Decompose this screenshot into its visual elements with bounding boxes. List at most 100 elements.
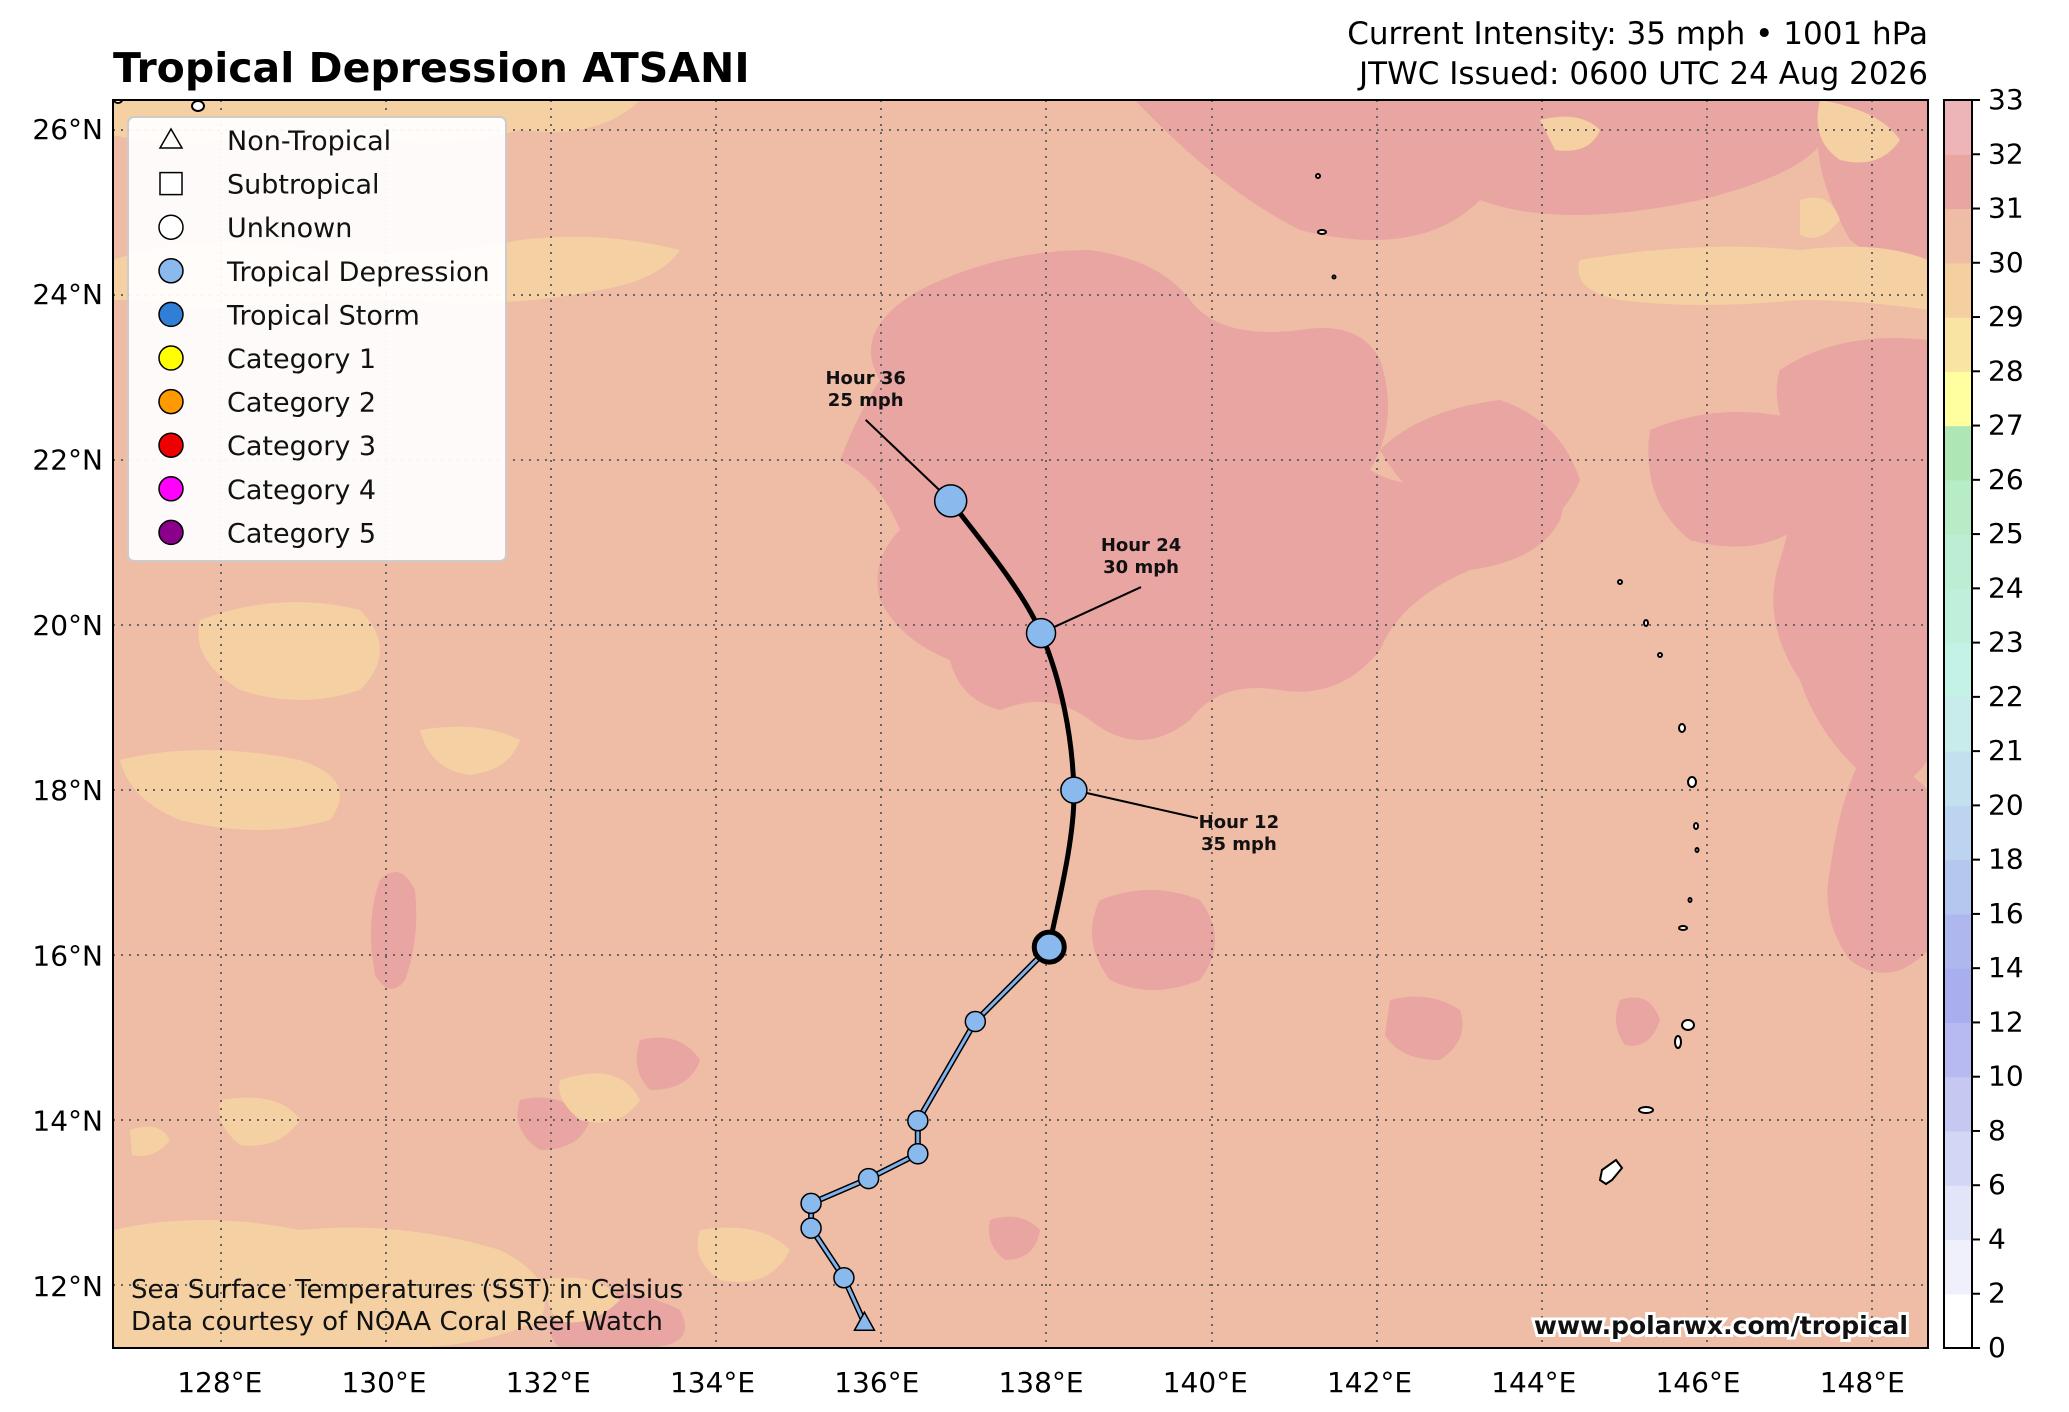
forecast-position-markers [933,484,1088,804]
island [1693,822,1699,830]
colorbar-tick-label: 10 [1988,1060,2024,1093]
island [1681,1019,1695,1031]
colorbar-segment [1944,859,1972,915]
forecast-hour-label: Hour 36 [825,368,905,389]
colorbar-tick-label: 31 [1988,192,2024,225]
lon-tick-label: 128°E [177,1366,262,1399]
past-position-circle [907,1109,929,1132]
colorbar-tick-label: 30 [1988,246,2024,279]
lat-tick-label: 14°N [32,1105,103,1138]
colorbar-tick-label: 29 [1988,300,2024,333]
colorbar-segment [1944,534,1972,589]
current-position-circle [1031,929,1067,965]
lat-tick-label: 12°N [32,1270,103,1303]
island [191,100,205,112]
island [1638,1106,1654,1114]
issued-time: JTWC Issued: 0600 UTC 24 Aug 2026 [1357,56,1928,92]
sst-colorbar: 0246810121416182021222324252627282930313… [1943,83,2024,1364]
colorbar-segment [1944,208,1972,264]
colorbar-tick-label: 33 [1988,83,2024,116]
colorbar-segment [1944,100,1972,155]
legend-item: Category 2 [158,388,376,419]
island [1694,847,1700,853]
forecast-leader-line [865,419,952,502]
past-position-markers [800,1010,987,1331]
legend-circle-icon [158,476,184,502]
colorbar-segment [1944,1076,1972,1132]
legend-circle-icon [158,301,184,328]
colorbar-tick-label: 21 [1988,734,2024,767]
colorbar-tick-label: 16 [1988,897,2024,930]
legend-box [127,116,507,562]
colorbar-segment [1944,154,1972,210]
island [1678,723,1686,733]
lon-tick-label: 146°E [1655,1366,1740,1399]
colorbar-tick-label: 26 [1988,463,2024,496]
legend-item: Non-Tropical [158,126,391,157]
colorbar-tick-label: 2 [1988,1277,2006,1310]
lat-tick-label: 24°N [32,278,103,311]
legend-label: Unknown [227,213,352,244]
island [1687,897,1693,903]
longitude-tick-labels: 128°E 130°E 132°E 134°E 136°E 138°E 140°E 142°E… [177,1366,1905,1399]
lon-tick-label: 134°E [670,1366,755,1399]
legend-item: Tropical Depression [158,257,490,288]
colorbar-segment [1944,262,1972,318]
colorbar-segment [1944,751,1972,806]
colorbar-segment [1944,642,1972,698]
island [1617,579,1623,585]
colorbar-tick-label: 27 [1988,409,2024,442]
past-position-circle [800,1217,822,1239]
colorbar-segment [1944,479,1972,535]
watermark: www.polarwx.com/tropical [1534,1311,1908,1340]
colorbar-segment [1944,1130,1972,1186]
legend-label: Category 3 [227,431,376,462]
forecast-wind-label: 35 mph [1201,834,1277,855]
island [1315,173,1321,179]
forecast-position-circle [933,484,968,518]
colorbar-segment [1944,1185,1972,1241]
colorbar-segment [1944,425,1972,481]
forecast-hour-label: Hour 24 [1101,535,1181,556]
islands [113,100,1700,1186]
past-position-circle [800,1192,822,1215]
legend-item: Unknown [158,213,352,244]
colorbar-segment [1944,371,1972,427]
legend-item: Subtropical [159,170,380,201]
island-guam [1598,1158,1624,1186]
colorbar-tick-label: 23 [1988,626,2024,659]
legend-circle-icon [158,214,184,240]
storm-title: Tropical Depression ATSANI [113,44,750,92]
colorbar-segment [1944,805,1972,861]
legend-label: Non-Tropical [227,126,391,157]
colorbar-tick-label: 28 [1988,354,2024,387]
colorbar-tick-label: 25 [1988,517,2024,550]
legend-circle-icon [158,388,184,415]
island [1678,925,1688,931]
past-position-circle [857,1167,880,1190]
legend-label: Category 2 [227,388,376,419]
latitude-tick-labels: 12°N 14°N 16°N 18°N 20°N 22°N 24°N 26°N [32,113,103,1303]
legend-label: Category 5 [227,518,376,549]
lat-tick-label: 20°N [32,609,103,642]
past-position-triangle [853,1310,876,1331]
colorbar-tick-label: 14 [1988,951,2024,984]
lon-tick-label: 138°E [998,1366,1083,1399]
colorbar-segment [1944,317,1972,372]
lon-tick-label: 144°E [1491,1366,1576,1399]
lat-tick-label: 22°N [32,444,103,477]
lat-tick-label: 18°N [32,774,103,807]
colorbar-segment [1944,1239,1972,1295]
sst-caption: Sea Surface Temperatures (SST) in Celsiu… [131,1275,683,1305]
past-position-circle [833,1266,855,1289]
colorbar-tick-label: 4 [1988,1222,2006,1255]
legend-square-icon [159,171,183,196]
forecast-wind-label: 30 mph [1103,557,1179,578]
past-position-circle [964,1010,987,1033]
past-position-circle [907,1143,929,1165]
lon-tick-label: 136°E [834,1366,919,1399]
legend-label: Subtropical [227,170,380,201]
